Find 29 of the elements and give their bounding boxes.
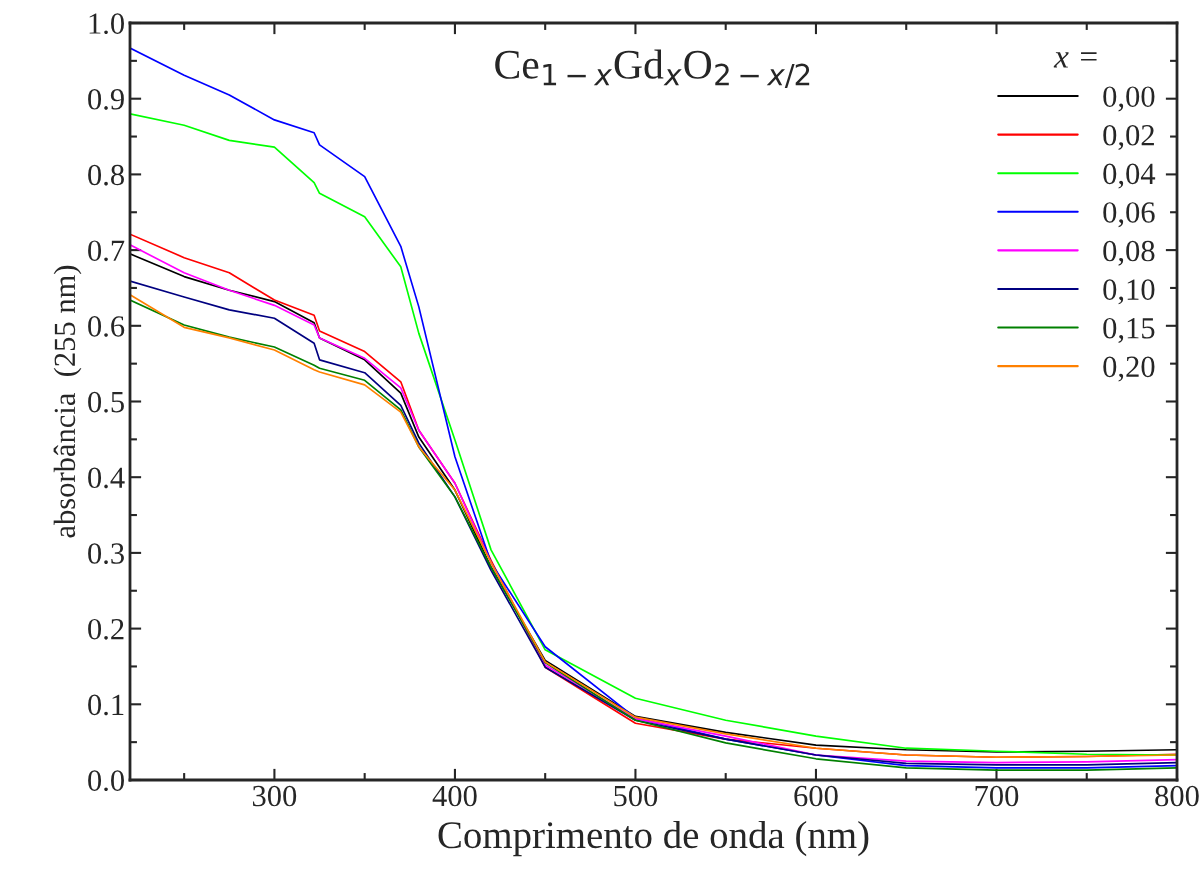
y-tick-label: 0.2 bbox=[88, 618, 124, 640]
legend-label: 0,10 bbox=[1103, 279, 1155, 305]
y-tick-label: 0.8 bbox=[88, 164, 124, 186]
x-tick-label: 800 bbox=[1155, 785, 1199, 807]
y-tick-label: 0.0 bbox=[88, 770, 124, 792]
y-tick-label: 0.5 bbox=[88, 391, 124, 413]
x-tick-label: 700 bbox=[975, 785, 1019, 807]
legend-label: 0,08 bbox=[1103, 240, 1155, 266]
y-tick-label: 1.0 bbox=[89, 13, 124, 35]
x-tick-label: 300 bbox=[252, 785, 297, 807]
y-tick-label: 0.3 bbox=[88, 543, 124, 564]
legend-label: 0,02 bbox=[1103, 124, 1154, 150]
x-tick-label: 500 bbox=[614, 785, 658, 807]
legend-label: 0,20 bbox=[1103, 356, 1155, 382]
y-tick-label: 0.1 bbox=[88, 694, 124, 716]
legend-label: 0,04 bbox=[1103, 163, 1156, 189]
x-axis-title: Comprimento de onda (nm) bbox=[438, 820, 869, 857]
y-tick-label: 0.6 bbox=[88, 316, 125, 337]
x-tick-label: 600 bbox=[794, 785, 838, 807]
legend-label: 0,00 bbox=[1103, 86, 1155, 112]
legend-label: 0,06 bbox=[1103, 202, 1155, 228]
x-tick-label: 400 bbox=[432, 785, 477, 807]
legend-title: x = bbox=[1053, 52, 1097, 68]
y-tick-label: 0.7 bbox=[88, 240, 125, 262]
y-axis-title: absorbância (255 nm) bbox=[53, 265, 82, 538]
y-tick-label: 0.4 bbox=[88, 467, 125, 489]
y-tick-label: 0.9 bbox=[88, 88, 124, 110]
text: Ce$_{1−x}$Gd$_{x}$O$_{2−x/2}$ bbox=[495, 49, 810, 88]
legend-label: 0,15 bbox=[1103, 317, 1155, 343]
